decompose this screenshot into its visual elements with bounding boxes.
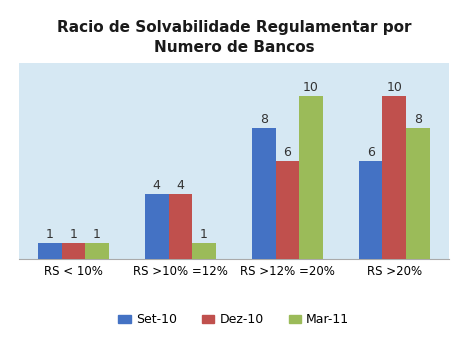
Text: 10: 10	[303, 81, 319, 94]
Text: 4: 4	[176, 179, 184, 192]
Title: Racio de Solvabilidade Regulamentar por
Numero de Bancos: Racio de Solvabilidade Regulamentar por …	[56, 20, 411, 55]
Text: 8: 8	[260, 113, 268, 126]
Bar	[299, 96, 323, 259]
Text: 6: 6	[367, 146, 375, 159]
Bar	[169, 194, 192, 259]
Text: 1: 1	[46, 228, 54, 241]
Bar	[252, 128, 275, 259]
Text: 1: 1	[93, 228, 101, 241]
Text: 6: 6	[283, 146, 291, 159]
Text: 10: 10	[386, 81, 402, 94]
Bar	[85, 243, 109, 259]
Bar	[192, 243, 216, 259]
Text: 1: 1	[200, 228, 208, 241]
Bar	[38, 243, 62, 259]
Text: 8: 8	[414, 113, 422, 126]
Text: 4: 4	[153, 179, 161, 192]
Bar	[359, 161, 382, 259]
Bar	[62, 243, 85, 259]
Legend: Set-10, Dez-10, Mar-11: Set-10, Dez-10, Mar-11	[113, 308, 354, 331]
Bar	[145, 194, 169, 259]
Bar	[406, 128, 430, 259]
Bar	[275, 161, 299, 259]
Bar	[382, 96, 406, 259]
Text: 1: 1	[69, 228, 77, 241]
